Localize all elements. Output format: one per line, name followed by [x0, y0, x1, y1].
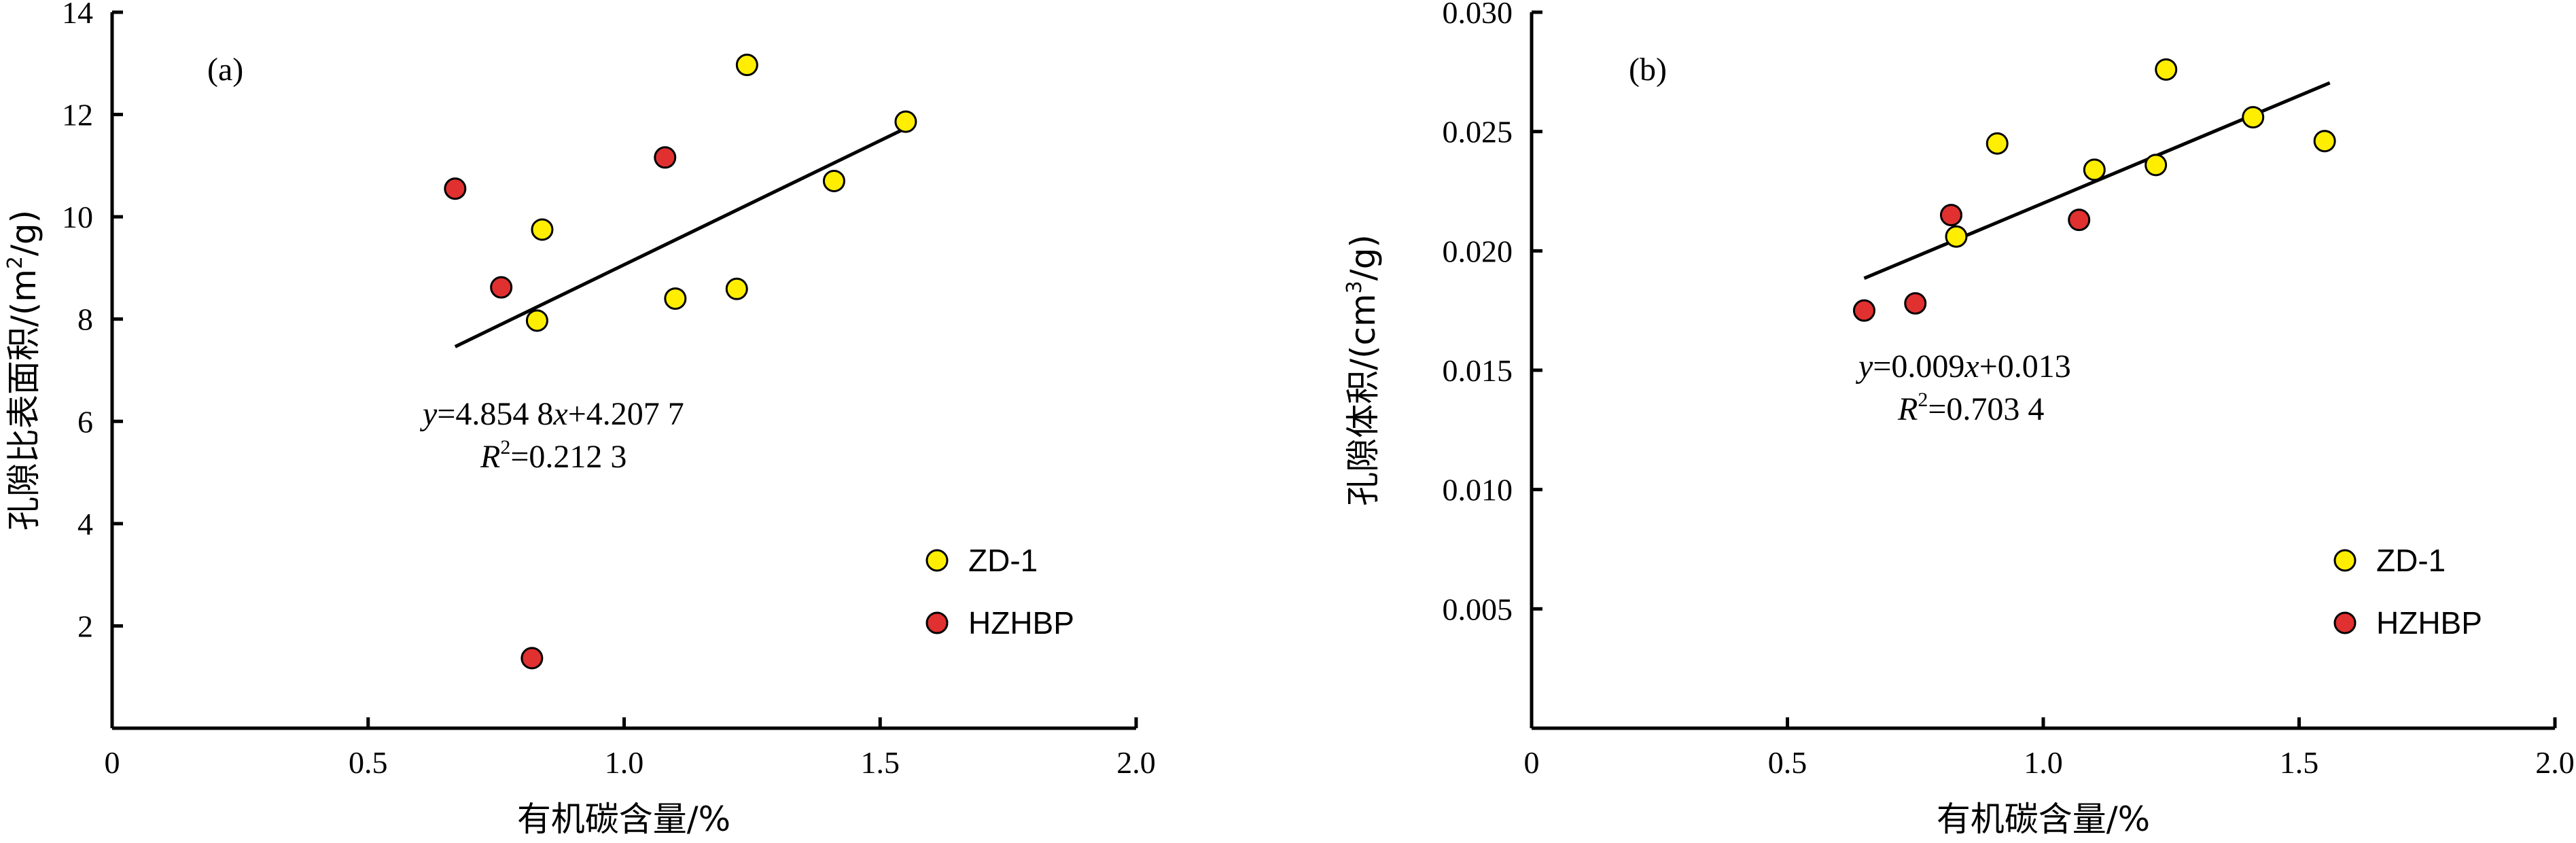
- legend-label-hzhbp-b: HZHBP: [2376, 605, 2482, 641]
- x-tick-label-a-1: 0.5: [349, 745, 388, 780]
- trendline-line-a: [454, 126, 907, 348]
- y-tick-label-a-2: 6: [77, 404, 93, 439]
- y-axis-title-pre-b: 孔隙体积/(cm: [1343, 293, 1383, 506]
- r2-r-b: R: [1897, 391, 1918, 427]
- panel-label-b: (b): [1629, 52, 1667, 88]
- y-axis-title-b: 孔隙体积/(cm3/g): [1343, 234, 1383, 506]
- r2-rest-a: =0.212 3: [510, 439, 627, 475]
- legend-label-zd1-a: ZD-1: [968, 543, 1038, 578]
- y-tick-label-b-2: 0.015: [1443, 353, 1513, 388]
- point-hzhbp-a-1: [490, 276, 513, 299]
- point-zd1-a-1: [531, 218, 554, 241]
- point-hzhbp-b-2: [1939, 204, 1962, 227]
- y-tick-label-b-1: 0.010: [1443, 473, 1513, 507]
- y-axis-title-a: 孔隙比表面积/(m2/g): [3, 210, 43, 531]
- x-tick-label-a-0: 0: [105, 745, 120, 780]
- legend-marker-hzhbp-b: [2333, 611, 2357, 634]
- y-tick-label-a-5: 12: [62, 98, 93, 132]
- r-squared-b: R2=0.703 4: [1897, 389, 2044, 427]
- y-tick-label-a-1: 4: [77, 507, 93, 541]
- x-tick-label-b-0: 0: [1524, 745, 1540, 780]
- panel-label-a: (a): [207, 52, 243, 88]
- y-axis-title-post-a: /g): [4, 210, 43, 256]
- x-tick-label-a-3: 1.5: [861, 745, 900, 780]
- x-tick-label-b-4: 2.0: [2535, 745, 2575, 780]
- y-axis-title-post-b: /g): [1343, 234, 1383, 281]
- y-tick-label-a-6: 14: [62, 0, 93, 30]
- x-tick-label-a-2: 1.0: [605, 745, 644, 780]
- y-tick-label-b-0: 0.005: [1443, 592, 1513, 626]
- legend-b: ZD-1 HZHBP: [2333, 543, 2482, 641]
- point-zd1-a-4: [735, 54, 758, 77]
- equation-y-b: y: [1855, 348, 1873, 384]
- r2-sup-a: 2: [500, 436, 510, 459]
- point-zd1-a-0: [525, 309, 548, 332]
- equation-a: y=4.854 8x+4.207 7: [419, 396, 684, 432]
- trendline-a: [454, 126, 907, 348]
- legend-a: ZD-1 HZHBP: [925, 543, 1074, 641]
- y-tick-label-a-0: 2: [77, 609, 93, 643]
- point-hzhbp-a-0: [444, 177, 467, 200]
- x-tick-label-b-3: 1.5: [2280, 745, 2319, 780]
- point-hzhbp-b-0: [1852, 299, 1875, 322]
- y-axis-title-pre-a: 孔隙比表面积/(m: [4, 269, 43, 531]
- y-axis-title-sup-b: 3: [1343, 281, 1366, 293]
- equation-eq-a: =4.854 8: [437, 396, 553, 432]
- legend-label-hzhbp-a: HZHBP: [968, 605, 1074, 641]
- equation-rest-b: +0.013: [1979, 348, 2071, 384]
- equation-x-a: x: [552, 396, 567, 432]
- points-b: [1852, 58, 2336, 322]
- r-squared-a: R2=0.212 3: [480, 436, 627, 475]
- point-zd1-b-6: [2313, 130, 2336, 153]
- legend-marker-zd1-a: [925, 549, 949, 572]
- y-tick-label-a-3: 8: [77, 302, 93, 337]
- x-axis-title-b: 有机碳含量/%: [1937, 800, 2150, 839]
- point-zd1-a-2: [664, 287, 687, 310]
- point-hzhbp-a-2: [521, 647, 544, 670]
- y-ticks-b: 0.005 0.010 0.015 0.020 0.025 0.030: [1443, 0, 1542, 626]
- x-axis-title-a: 有机碳含量/%: [517, 800, 730, 839]
- chart-panel-a: 0 0.5 1.0 1.5 2.0 2 4 6 8 10 12 14 (a) y=4.854 8x+…: [3, 0, 1156, 839]
- x-tick-label-b-1: 0.5: [1768, 745, 1807, 780]
- x-ticks-b: 0 0.5 1.0 1.5 2.0: [1524, 717, 2575, 780]
- point-zd1-a-5: [822, 169, 845, 192]
- points-a: [444, 54, 917, 670]
- point-zd1-a-3: [725, 277, 748, 300]
- y-tick-label-b-5: 0.030: [1443, 0, 1513, 30]
- point-hzhbp-b-3: [2068, 209, 2091, 232]
- y-tick-label-a-4: 10: [62, 200, 93, 234]
- point-zd1-b-2: [2083, 158, 2106, 181]
- r2-sup-b: 2: [1918, 389, 1928, 411]
- equation-x-b: x: [1964, 348, 1979, 384]
- x-tick-label-a-4: 2.0: [1116, 745, 1156, 780]
- r2-r-a: R: [480, 439, 500, 475]
- point-zd1-b-3: [2145, 154, 2168, 177]
- point-zd1-b-0: [1945, 225, 1968, 248]
- point-hzhbp-b-1: [1904, 292, 1927, 315]
- x-ticks-a: 0 0.5 1.0 1.5 2.0: [105, 717, 1156, 780]
- point-zd1-b-5: [2242, 106, 2265, 129]
- equation-eq-b: =0.009: [1873, 348, 1964, 384]
- equation-rest-a: +4.207 7: [568, 396, 684, 432]
- point-zd1-b-1: [1986, 132, 2009, 155]
- point-zd1-a-6: [894, 110, 917, 133]
- y-axis-title-sup-a: 2: [3, 256, 27, 269]
- legend-marker-hzhbp-a: [925, 611, 949, 634]
- chart-panel-b: 0 0.5 1.0 1.5 2.0 0.0050.0100.0150.0200.0250…: [1343, 0, 2575, 839]
- y-tick-label-b-4: 0.025: [1443, 115, 1513, 149]
- point-zd1-b-4: [2155, 58, 2178, 81]
- legend-marker-zd1-b: [2333, 549, 2357, 572]
- equation-y-a: y: [419, 396, 438, 432]
- legend-label-zd1-b: ZD-1: [2376, 543, 2446, 578]
- x-tick-label-b-2: 1.0: [2024, 745, 2063, 780]
- point-hzhbp-a-3: [654, 146, 677, 169]
- y-tick-label-b-3: 0.020: [1443, 234, 1513, 268]
- equation-b: y=0.009x+0.013: [1855, 348, 2071, 384]
- y-ticks-a: 2 4 6 8 10 12 14: [62, 0, 123, 643]
- r2-rest-b: =0.703 4: [1928, 391, 2044, 427]
